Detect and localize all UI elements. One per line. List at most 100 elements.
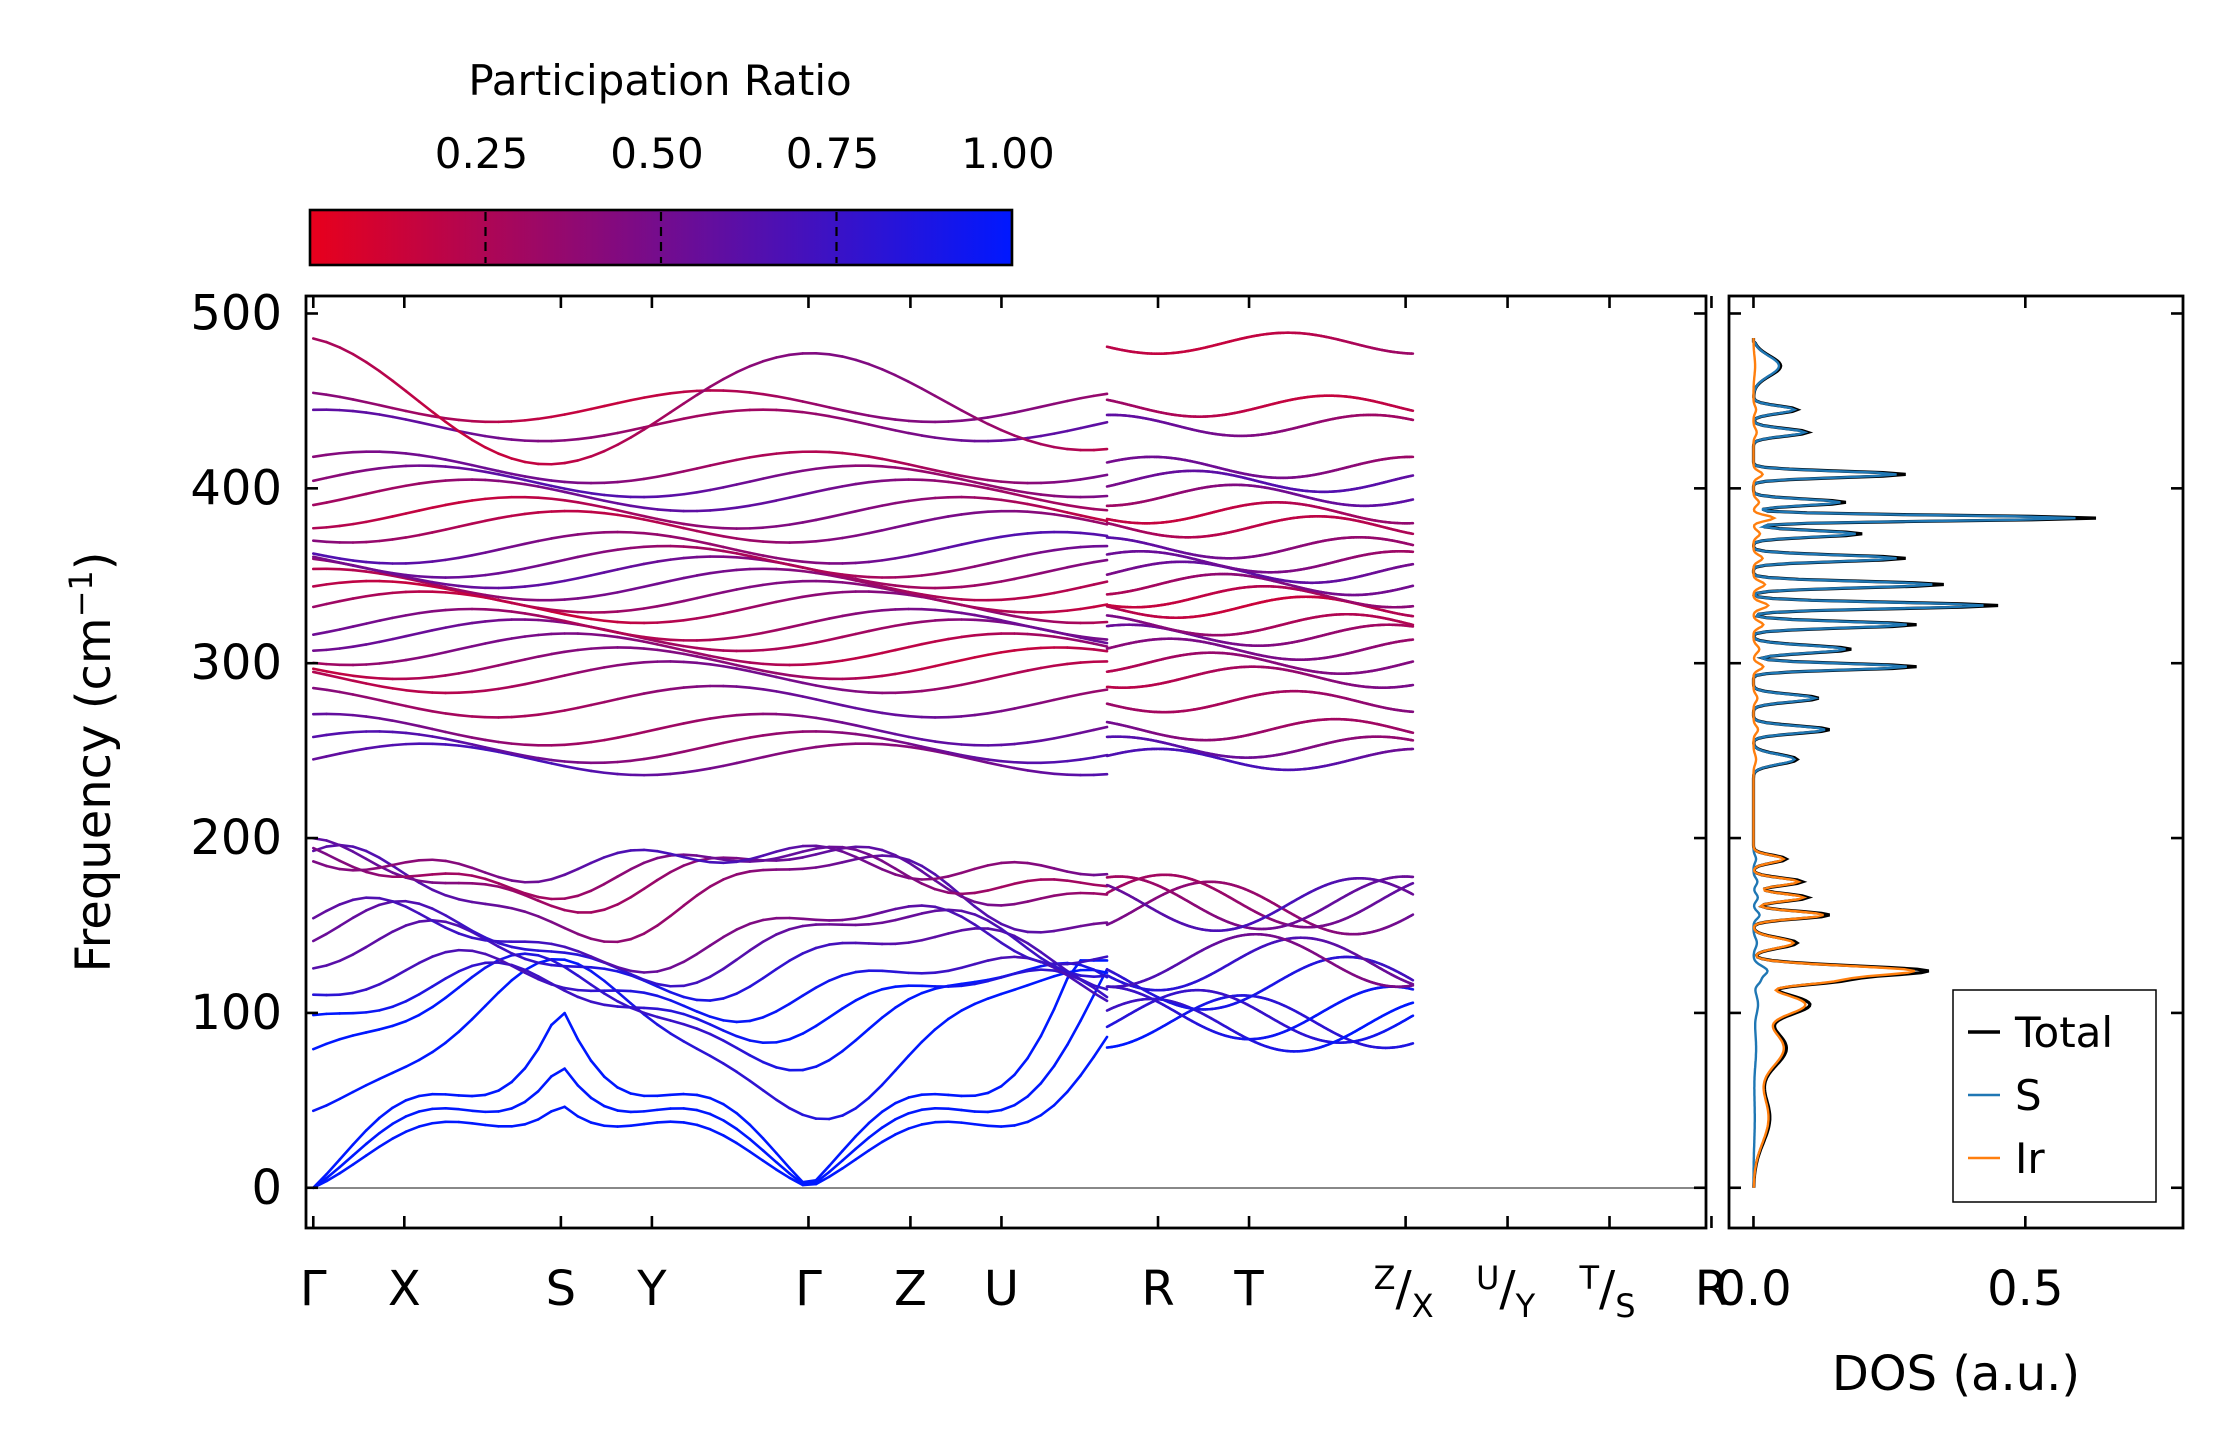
acoustic-branch [999, 1124, 1016, 1128]
optical-branch-high [497, 750, 514, 756]
optical-branch-low [364, 896, 381, 900]
optical-branch-low [920, 935, 937, 942]
optical-branch-high [1013, 669, 1029, 675]
acoustic-branch [470, 1093, 487, 1098]
optical-branch-high [801, 745, 818, 751]
optical-branch-low [655, 985, 672, 994]
optical-branch-high [722, 738, 738, 745]
optical-branch-high [1013, 766, 1029, 772]
optical-branch-high [973, 632, 990, 637]
optical-branch-low [417, 879, 434, 884]
optical-branch-high [311, 670, 328, 677]
optical-branch-high [682, 719, 699, 725]
optical-branch-low [814, 844, 831, 850]
optical-branch-high [378, 616, 394, 622]
optical-branch-high [378, 591, 394, 596]
acoustic-branch [550, 1067, 566, 1078]
optical-branch-low [470, 929, 487, 939]
acoustic-branch [920, 1107, 937, 1112]
acoustic-branch [603, 1075, 619, 1089]
optical-branch-high [616, 635, 633, 641]
optical-branch-low [960, 915, 977, 926]
optical-branch-low [642, 878, 659, 891]
acoustic-branch [682, 1121, 699, 1127]
colorbar-title: Participation Ratio [468, 56, 851, 105]
optical-branch-high [999, 742, 1016, 747]
optical-branch-high [841, 657, 857, 662]
optical-branch-low [550, 950, 566, 954]
acoustic-branch [497, 1107, 514, 1113]
optical-branch-low [894, 867, 910, 878]
optical-branch-high [523, 655, 540, 661]
optical-branch-low [603, 967, 619, 973]
optical-branch-high [907, 742, 924, 748]
acoustic-branch [576, 1115, 593, 1124]
optical-branch-low [986, 914, 1003, 926]
optical-branch-high [735, 736, 752, 742]
optical-branch-low [867, 853, 884, 863]
optical-branch-high [642, 647, 659, 652]
optical-branch-low [536, 961, 553, 967]
optical-branch-low [351, 909, 368, 920]
optical-branch-high [973, 758, 990, 764]
optical-branch-low [1066, 974, 1082, 986]
optical-branch-high [404, 656, 421, 662]
optical-branch-high [669, 750, 686, 756]
optical-branch-high [589, 700, 606, 707]
optical-branch-high [1092, 725, 1109, 732]
optical-branch-low [338, 898, 355, 906]
optical-branch-low [973, 913, 990, 922]
optical-branch-low [880, 868, 897, 876]
optical-branch-high [470, 620, 487, 625]
optical-branch-high [483, 639, 500, 645]
optical-branch-low-segment [1409, 881, 1415, 886]
optical-branch-high [550, 743, 566, 747]
optical-branch-low [1026, 964, 1043, 972]
optical-branch-low [986, 885, 1003, 892]
acoustic-branch [907, 1108, 924, 1115]
optical-branch-low [775, 858, 791, 862]
optical-branch-high [576, 703, 593, 710]
optical-branch-low [801, 847, 818, 853]
optical-branch-low [589, 908, 606, 914]
optical-branch-high [483, 664, 500, 670]
optical-branch-low [735, 857, 752, 864]
optical-branch-high [364, 619, 381, 625]
acoustic-branch [364, 1116, 381, 1132]
optical-branch-high [338, 625, 355, 631]
optical-branch-low [351, 845, 368, 853]
optical-branch-high [827, 686, 844, 692]
optical-branch-low [788, 850, 805, 857]
optical-branch-low [973, 889, 990, 895]
optical-branch-high [722, 761, 738, 768]
optical-branch-low [788, 916, 805, 921]
optical-branch-high [748, 734, 765, 739]
acoustic-branch [761, 1159, 778, 1171]
optical-branch-high [722, 713, 738, 718]
optical-branch-high [1039, 627, 1056, 634]
optical-branch-low [536, 949, 553, 953]
acoustic-branch [801, 1181, 818, 1186]
optical-branch-high [695, 651, 712, 658]
optical-branch-high [311, 686, 328, 692]
optical-branch-high [907, 620, 924, 625]
acoustic-branch [748, 1123, 765, 1140]
optical-branch-low [775, 1037, 791, 1044]
optical-branch-high [1039, 633, 1056, 638]
optical-branch-low [563, 951, 580, 957]
optical-branch-high [417, 629, 434, 635]
optical-branch-low [1013, 934, 1029, 945]
acoustic-branch [907, 1123, 924, 1130]
optical-branch-high [338, 712, 355, 717]
optical-branch-low [523, 952, 540, 957]
optical-branch-high [775, 712, 791, 717]
acoustic-branch [841, 1158, 857, 1170]
optical-branch-high [431, 742, 447, 746]
optical-branch-high [841, 731, 857, 736]
optical-branch-high [999, 619, 1016, 625]
optical-branch-high [616, 631, 633, 637]
optical-branch-high [1079, 690, 1096, 696]
optical-branch-low [470, 949, 487, 956]
optical-branch-high [655, 687, 672, 693]
optical-branch-high [589, 646, 606, 650]
